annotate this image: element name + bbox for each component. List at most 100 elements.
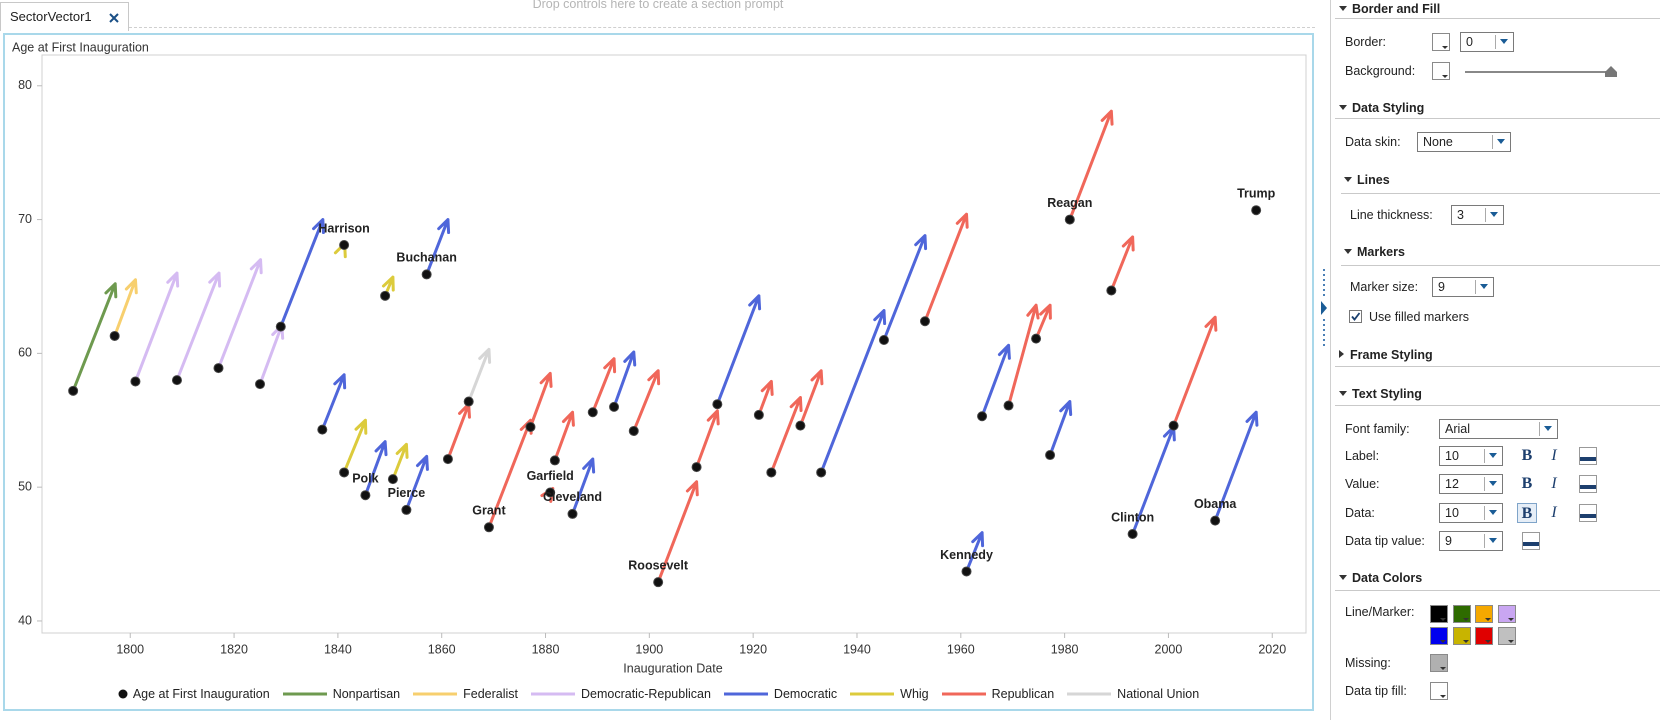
x-tick-label: 1880 xyxy=(532,642,560,656)
report-tab[interactable]: SectorVector1 xyxy=(0,2,129,31)
vector xyxy=(404,454,429,512)
vector xyxy=(446,402,471,461)
text-color-button[interactable] xyxy=(1579,503,1597,522)
vector xyxy=(391,442,409,481)
color-swatch[interactable] xyxy=(1475,627,1493,645)
field-label: Background: xyxy=(1345,64,1416,78)
italic-button[interactable]: I xyxy=(1551,475,1557,493)
marker xyxy=(816,467,827,478)
data-label: Grant xyxy=(472,504,506,518)
marker xyxy=(961,566,972,577)
select-value: 0 xyxy=(1466,35,1473,49)
marker xyxy=(1127,528,1138,539)
data-label: Cleveland xyxy=(543,490,602,504)
vector xyxy=(1213,410,1259,523)
field-label: Data: xyxy=(1345,505,1375,520)
select[interactable]: 0 xyxy=(1460,32,1514,52)
color-swatch[interactable] xyxy=(1430,605,1448,623)
color-swatch[interactable] xyxy=(1432,62,1450,80)
tab-title: SectorVector1 xyxy=(10,9,92,24)
vector xyxy=(279,218,325,329)
color-swatch[interactable] xyxy=(1497,605,1516,623)
vector xyxy=(467,347,492,404)
color-swatch[interactable] xyxy=(1432,33,1450,51)
separator xyxy=(1335,590,1660,591)
select[interactable]: 10 xyxy=(1439,446,1503,466)
vector xyxy=(528,371,553,429)
italic-button[interactable]: I xyxy=(1551,503,1557,521)
text-color-button[interactable] xyxy=(1522,531,1540,550)
bold-button[interactable]: B xyxy=(1517,502,1537,523)
italic-button[interactable]: I xyxy=(1551,447,1557,464)
panel-collapse-handle[interactable] xyxy=(1318,265,1330,351)
vector xyxy=(612,350,637,409)
prompt-drop-zone[interactable]: Drop controls here to create a section p… xyxy=(532,0,784,11)
legend-item: Federalist xyxy=(412,687,518,701)
select-value: 9 xyxy=(1445,533,1452,548)
vector xyxy=(757,379,774,417)
transparency-slider[interactable] xyxy=(1463,64,1623,78)
select[interactable]: 9 xyxy=(1432,277,1494,297)
marker xyxy=(255,379,266,390)
text-color-button[interactable] xyxy=(1579,447,1597,465)
color-swatch[interactable] xyxy=(1430,654,1448,672)
tab-close-icon[interactable] xyxy=(109,13,119,23)
section-header[interactable]: Frame Styling xyxy=(1339,347,1433,363)
section-header[interactable]: Data Styling xyxy=(1339,100,1424,116)
color-swatch[interactable] xyxy=(1497,627,1516,645)
legend-swatch xyxy=(413,692,458,696)
checkbox[interactable] xyxy=(1349,310,1363,324)
vector xyxy=(71,282,118,393)
select[interactable]: 3 xyxy=(1451,205,1504,225)
marker xyxy=(1045,450,1056,461)
legend-marker xyxy=(118,689,128,699)
vector xyxy=(882,234,928,342)
x-tick-label: 1800 xyxy=(116,642,144,656)
vector xyxy=(715,294,762,406)
legend-label: Whig xyxy=(900,687,929,701)
marker xyxy=(609,401,620,412)
marker xyxy=(401,504,412,515)
vector xyxy=(175,271,222,382)
select[interactable]: 9 xyxy=(1439,530,1503,551)
select-value: 9 xyxy=(1438,280,1445,294)
section-header[interactable]: Lines xyxy=(1344,172,1390,188)
legend-swatch xyxy=(531,692,575,696)
select[interactable]: Arial xyxy=(1439,419,1558,439)
marker xyxy=(387,474,398,485)
field-label: Label: xyxy=(1345,449,1380,463)
x-tick-label: 1940 xyxy=(843,642,871,656)
marker xyxy=(483,522,494,533)
x-tick-label: 2000 xyxy=(1155,642,1183,656)
vector xyxy=(591,357,617,414)
vector xyxy=(656,480,699,584)
x-tick-label: 2020 xyxy=(1258,642,1286,656)
text-color-button[interactable] xyxy=(1579,475,1597,494)
data-label: Trump xyxy=(1237,187,1276,201)
color-swatch[interactable] xyxy=(1430,682,1448,700)
legend-item: Republican xyxy=(941,687,1054,701)
vector xyxy=(258,323,285,386)
vector xyxy=(1007,303,1040,408)
vector xyxy=(819,309,887,474)
select[interactable]: 10 xyxy=(1439,502,1503,523)
field-label: Missing: xyxy=(1345,656,1391,670)
bold-button[interactable]: B xyxy=(1521,447,1533,464)
section-header[interactable]: Markers xyxy=(1344,244,1405,260)
section-header[interactable]: Data Colors xyxy=(1339,570,1422,586)
vector xyxy=(965,531,985,573)
select[interactable]: None xyxy=(1417,132,1511,152)
section-header[interactable]: Text Styling xyxy=(1339,386,1422,402)
color-swatch[interactable] xyxy=(1452,627,1471,645)
vector xyxy=(1034,303,1052,341)
section-header[interactable]: Border and Fill xyxy=(1339,1,1440,17)
legend-item: Democratic xyxy=(723,687,837,701)
color-swatch[interactable] xyxy=(1430,627,1448,645)
legend-item: Nonpartisan xyxy=(282,687,400,701)
section-title: Data Colors xyxy=(1352,571,1423,585)
select[interactable]: 12 xyxy=(1439,474,1503,495)
color-swatch[interactable] xyxy=(1452,605,1471,623)
separator xyxy=(1335,118,1660,119)
bold-button[interactable]: B xyxy=(1521,475,1533,493)
color-swatch[interactable] xyxy=(1475,605,1493,623)
